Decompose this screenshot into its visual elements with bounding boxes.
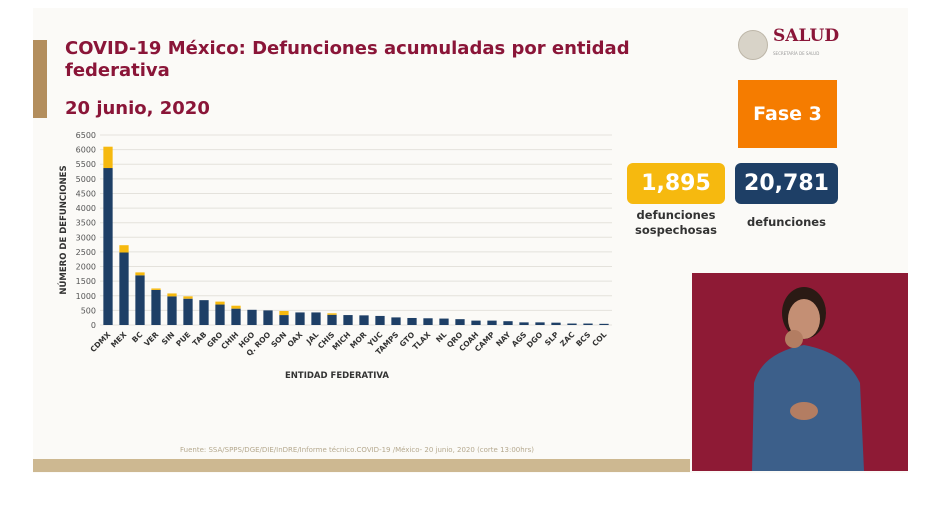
x-tick-label: CHIH xyxy=(219,330,240,351)
bar-confirmed xyxy=(327,314,337,325)
x-tick-label: COL xyxy=(590,330,608,348)
y-tick-label: 500 xyxy=(81,306,96,315)
x-tick-label: VER xyxy=(142,330,160,348)
bar-confirmed xyxy=(135,275,145,325)
kpi-suspected-value: 1,895 xyxy=(627,163,725,204)
kpi-deaths-label: defunciones xyxy=(747,215,826,229)
kpi-deaths-value: 20,781 xyxy=(735,163,838,204)
bar-confirmed xyxy=(503,321,513,325)
y-tick-label: 5500 xyxy=(76,160,96,169)
bar-suspected xyxy=(183,296,193,299)
bar-confirmed xyxy=(295,312,305,325)
x-tick-label: ZAC xyxy=(558,330,577,349)
bar-suspected xyxy=(167,293,177,297)
interpreter-figure xyxy=(752,287,864,471)
bar-confirmed xyxy=(231,308,241,325)
y-tick-label: 6000 xyxy=(76,146,96,155)
accent-bar xyxy=(33,40,47,118)
seal-icon xyxy=(738,30,768,60)
bar-suspected xyxy=(327,313,337,315)
bar-confirmed xyxy=(199,300,209,325)
page-date: 20 junio, 2020 xyxy=(65,98,210,119)
y-tick-label: 3000 xyxy=(76,233,96,242)
bar-confirmed xyxy=(439,318,449,325)
bar-confirmed xyxy=(103,168,113,325)
logo-subtitle: SECRETARÍA DE SALUD xyxy=(773,51,820,56)
bar-confirmed xyxy=(535,322,545,325)
bar-confirmed xyxy=(519,322,529,325)
y-tick-label: 0 xyxy=(91,321,96,330)
interpreter-video xyxy=(692,273,908,471)
x-tick-label: MEX xyxy=(109,330,129,350)
bar-confirmed xyxy=(311,312,321,325)
bar-confirmed xyxy=(583,323,593,325)
bar-confirmed xyxy=(599,323,609,325)
x-tick-label: SON xyxy=(269,330,288,349)
x-axis-label: ENTIDAD FEDERATIVA xyxy=(285,371,389,381)
bar-confirmed xyxy=(119,252,129,325)
y-tick-label: 1000 xyxy=(76,292,96,301)
x-tick-label: OAX xyxy=(285,330,304,349)
source-note: Fuente: SSA/SPPS/DGE/DIE/InDRE/Informe t… xyxy=(180,446,534,454)
y-tick-label: 3500 xyxy=(76,219,96,228)
bar-suspected xyxy=(103,146,113,169)
bar-confirmed xyxy=(471,320,481,325)
x-tick-label: MOR xyxy=(348,330,368,350)
bar-confirmed xyxy=(247,309,257,325)
bar-confirmed xyxy=(151,289,161,325)
salud-logo: SALUD SECRETARÍA DE SALUD xyxy=(738,28,839,62)
bar-suspected xyxy=(119,245,129,253)
y-tick-label: 5000 xyxy=(76,175,96,184)
bar-confirmed xyxy=(407,317,417,325)
bar-confirmed xyxy=(167,296,177,325)
bar-confirmed xyxy=(455,319,465,325)
bar-suspected xyxy=(231,305,241,309)
bar-confirmed xyxy=(279,315,289,325)
bar-confirmed xyxy=(183,298,193,325)
x-tick-label: SIN xyxy=(160,330,177,347)
bar-confirmed xyxy=(551,322,561,325)
bar-suspected xyxy=(279,310,289,316)
y-tick-label: 2000 xyxy=(76,263,96,272)
bar-confirmed xyxy=(567,323,577,325)
bar-confirmed xyxy=(263,310,273,325)
x-tick-label: DGO xyxy=(525,330,545,350)
x-tick-label: NAY xyxy=(494,330,513,349)
kpi-suspected-label: defunciones sospechosas xyxy=(635,208,717,237)
phase-badge: Fase 3 xyxy=(738,80,837,148)
y-tick-label: 2500 xyxy=(76,248,96,257)
y-tick-label: 1500 xyxy=(76,277,96,286)
bar-suspected xyxy=(151,288,161,290)
x-tick-label: TLAX xyxy=(411,330,433,352)
y-axis-label: NÚMERO DE DEFUNCIONES xyxy=(57,165,69,294)
bar-confirmed xyxy=(343,315,353,325)
footer-bar xyxy=(33,459,690,472)
logo-text: SALUD xyxy=(773,26,840,46)
y-tick-label: 4000 xyxy=(76,204,96,213)
bar-confirmed xyxy=(375,315,385,325)
bar-suspected xyxy=(135,272,145,276)
page-title: COVID-19 México: Defunciones acumuladas … xyxy=(65,38,630,81)
bar-confirmed xyxy=(359,315,369,325)
x-tick-label: PUE xyxy=(174,330,192,348)
bar-confirmed xyxy=(215,304,225,325)
x-tick-label: BCS xyxy=(574,330,592,348)
x-tick-label: AGS xyxy=(510,330,529,349)
bar-confirmed xyxy=(487,320,497,325)
y-tick-label: 6500 xyxy=(76,131,96,140)
x-tick-label: MICH xyxy=(330,330,352,352)
bar-confirmed xyxy=(423,318,433,325)
bar-suspected xyxy=(215,301,225,305)
y-tick-label: 4500 xyxy=(76,189,96,198)
bar-confirmed xyxy=(391,317,401,325)
x-tick-label: SLP xyxy=(543,330,561,348)
